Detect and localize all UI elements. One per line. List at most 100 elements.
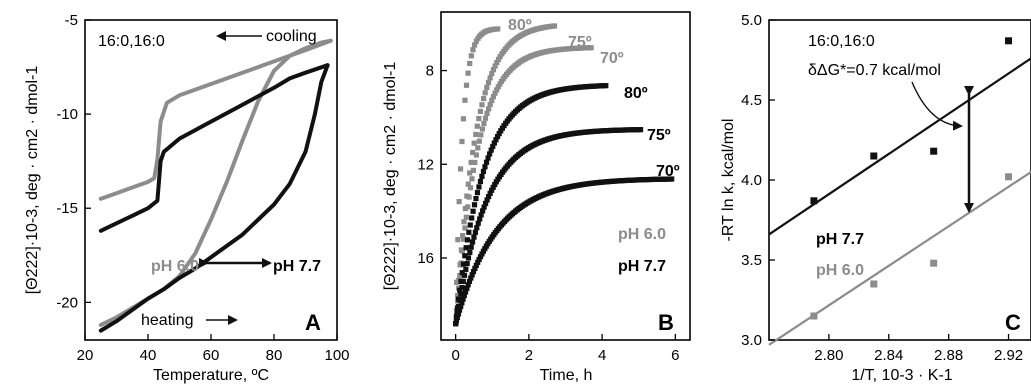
- panel-b: 0 2 4 6 8 12 16 80º 75º 70º 80º 75º 70º pH 6.…: [382, 11, 691, 384]
- panel-c-ph60-label: pH 6.0: [816, 262, 864, 279]
- panel-c-ytick-label: 5.0: [741, 12, 762, 29]
- panel-c-ylabel: -RT ln k, kcal/mol: [720, 119, 737, 242]
- panel-a: 20 40 60 80 100 -5 -10 -15 -20 16:0,16:0 coolin…: [24, 12, 350, 384]
- data-point: [462, 289, 469, 295]
- panel-b-plot-area: [453, 23, 675, 327]
- data-point: [456, 198, 462, 205]
- panel-b-letter: B: [658, 310, 674, 335]
- panel-b-x-ticks: 0 2 4 6: [451, 334, 680, 364]
- data-point: [490, 184, 496, 190]
- data-point: [461, 236, 467, 242]
- data-point: [470, 167, 476, 174]
- data-point: [465, 204, 471, 210]
- data-point: [588, 45, 594, 51]
- data-point: [466, 194, 472, 200]
- data-point: [460, 232, 466, 239]
- panel-b-xtick-label: 4: [598, 347, 606, 364]
- data-point: [470, 47, 476, 53]
- data-point: [471, 202, 478, 208]
- data-point: [478, 132, 484, 138]
- panel-c-xtick-label: 2.88: [934, 347, 963, 364]
- data-point-ph77: [870, 152, 878, 160]
- data-point: [476, 115, 482, 122]
- series-ph77-5: [453, 176, 675, 327]
- panel-a-letter: A: [305, 310, 321, 335]
- panel-b-ytick-label: 12: [417, 156, 434, 173]
- panel-b-y-ticks: 8 12 16: [417, 63, 447, 267]
- data-point: [462, 225, 468, 231]
- data-point: [457, 287, 463, 293]
- panel-c-xtick-label: 2.80: [814, 347, 843, 364]
- data-point: [473, 38, 479, 44]
- panel-a-ph77-label: pH 7.7: [273, 258, 321, 275]
- data-point: [473, 195, 479, 202]
- panel-c-y-ticks: 3.0 3.5 4.0 4.5 5.0: [741, 12, 775, 349]
- data-point: [467, 249, 473, 256]
- data-point: [483, 159, 490, 165]
- data-point: [469, 239, 476, 245]
- data-point: [477, 178, 484, 185]
- series-ph60-0: [453, 26, 501, 327]
- panel-a-ytick-label: -20: [56, 294, 78, 311]
- fit-line-ph77: [768, 57, 1031, 236]
- data-point: [463, 266, 469, 272]
- data-point: [468, 275, 474, 281]
- data-point: [488, 147, 494, 153]
- data-point: [470, 149, 476, 156]
- panel-c-xtick-label: 2.84: [874, 347, 903, 364]
- panel-c-ytick-label: 3.0: [741, 332, 762, 349]
- data-point: [494, 87, 500, 93]
- series-ph77-3: [453, 83, 609, 327]
- data-point: [492, 63, 498, 69]
- data-point: [489, 70, 495, 77]
- data-point: [489, 187, 495, 193]
- data-point: [491, 140, 497, 146]
- data-point: [457, 166, 464, 172]
- data-point: [472, 42, 478, 48]
- data-point: [474, 190, 481, 196]
- panel-a-y-ticks: -5 -10 -15 -20: [56, 12, 91, 311]
- data-point: [467, 60, 473, 67]
- panel-a-frame: [84, 19, 338, 341]
- data-point-ph60: [810, 312, 818, 320]
- data-point: [459, 284, 465, 291]
- data-point: [467, 170, 473, 176]
- series-label-ph77-70: 70º: [656, 163, 680, 180]
- data-point: [457, 297, 463, 303]
- data-point: [465, 255, 472, 261]
- data-point: [484, 110, 490, 116]
- data-point: [490, 94, 497, 100]
- panel-c-xlabel: 1/T, 10-3 · K-1: [851, 367, 952, 384]
- data-point: [481, 120, 487, 127]
- data-point: [473, 152, 479, 158]
- panel-a-ph60-label: pH 6.0: [151, 258, 199, 275]
- data-point: [482, 164, 488, 170]
- data-point: [481, 204, 487, 210]
- panel-b-xtick-label: 2: [525, 347, 533, 364]
- data-point: [492, 181, 498, 188]
- data-point: [494, 133, 501, 140]
- data-point: [484, 84, 490, 91]
- panel-a-ylabel: [Θ222]·10-3, deg · cm2 · dmol-1: [24, 66, 41, 295]
- panel-b-ytick-label: 16: [417, 250, 434, 267]
- data-point: [473, 131, 479, 137]
- data-point: [492, 90, 498, 96]
- panel-c-ytick-label: 4.0: [741, 172, 762, 189]
- data-point: [460, 261, 467, 267]
- data-point: [472, 265, 478, 272]
- data-point: [475, 220, 481, 226]
- data-point: [458, 291, 464, 297]
- data-point-ph77: [810, 197, 818, 205]
- data-point: [475, 145, 481, 151]
- data-point: [455, 237, 461, 243]
- data-point: [467, 222, 473, 228]
- data-point: [462, 253, 468, 259]
- data-point: [495, 84, 501, 90]
- panel-a-xtick-label: 20: [77, 347, 94, 364]
- panel-c-plot-area: [768, 37, 1031, 346]
- data-point: [460, 296, 466, 302]
- data-point: [480, 95, 487, 102]
- panel-c-letter: C: [1005, 310, 1021, 335]
- data-point: [457, 272, 463, 279]
- data-point: [551, 23, 558, 29]
